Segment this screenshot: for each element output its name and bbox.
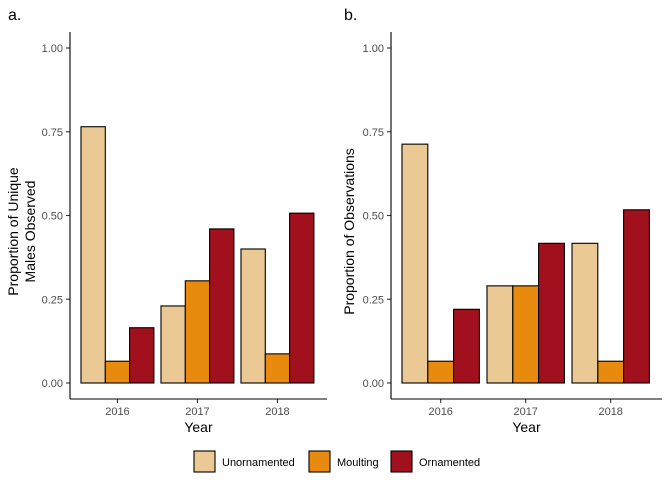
x-tick-label: 2016	[105, 406, 129, 418]
y-tick-label: 1.00	[363, 43, 384, 55]
bar-unornamented-2018	[571, 242, 599, 384]
bar-ornamented-2017	[538, 242, 565, 384]
bar-moulting-2018	[264, 353, 291, 384]
bar-ornamented-2017	[209, 228, 235, 384]
y-tick-label: 0.75	[42, 127, 63, 139]
panel-b: b. 0.00 0.25 0.50 0.75 1.00 2016 2017 2018 Year P…	[341, 7, 662, 435]
y-tick-label: 0.50	[363, 211, 384, 223]
bar-unornamented-2016	[80, 126, 106, 384]
bar-moulting-2017	[512, 285, 540, 384]
panel-b-tag: b.	[344, 7, 357, 24]
y-axis-title: Males Observed	[22, 181, 38, 283]
bar-ornamented-2018	[623, 209, 650, 384]
y-tick-label: 1.00	[42, 43, 63, 55]
y-tick-label: 0.25	[363, 294, 384, 306]
bar-unornamented-2017	[160, 305, 186, 384]
bar-unornamented-2016	[401, 143, 429, 384]
x-axis-title: Year	[512, 419, 541, 435]
legend: Unornamented Moulting Ornamented	[193, 450, 480, 473]
x-tick-label: 2017	[185, 406, 209, 418]
legend-label-unornamented: Unornamented	[222, 457, 295, 469]
y-tick-label: 0.00	[363, 378, 384, 390]
bar-ornamented-2018	[289, 212, 315, 384]
x-axis-title: Year	[184, 419, 213, 435]
bar-moulting-2016	[104, 360, 131, 384]
y-axis-title: Proportion of Observations	[341, 148, 357, 315]
legend-swatch-ornamented	[390, 450, 413, 473]
x-tick-label: 2016	[428, 406, 452, 418]
legend-swatch-moulting	[308, 450, 331, 473]
bar-ornamented-2016	[129, 327, 155, 384]
x-tick-label: 2018	[598, 406, 622, 418]
panel-a-tag: a.	[8, 7, 21, 24]
y-tick-label: 0.75	[363, 127, 384, 139]
bar-ornamented-2016	[453, 308, 480, 384]
panel-a: a. 0.00 0.25 0.50 0.75 1.00 2016 2017 2018 Year P…	[5, 7, 327, 435]
legend-label-ornamented: Ornamented	[419, 457, 480, 469]
y-tick-label: 0.00	[42, 378, 63, 390]
bar-unornamented-2018	[240, 248, 266, 384]
y-tick-label: 0.50	[42, 211, 63, 223]
x-tick-label: 2017	[513, 406, 537, 418]
y-axis-title: Proportion of Unique	[5, 167, 21, 296]
legend-label-moulting: Moulting	[337, 457, 379, 469]
bar-moulting-2016	[427, 360, 455, 384]
bar-unornamented-2017	[486, 285, 514, 384]
x-tick-label: 2018	[265, 406, 289, 418]
bar-moulting-2017	[184, 280, 211, 384]
bar-moulting-2018	[597, 360, 625, 384]
legend-swatch-unornamented	[193, 450, 216, 473]
y-tick-label: 0.25	[42, 294, 63, 306]
